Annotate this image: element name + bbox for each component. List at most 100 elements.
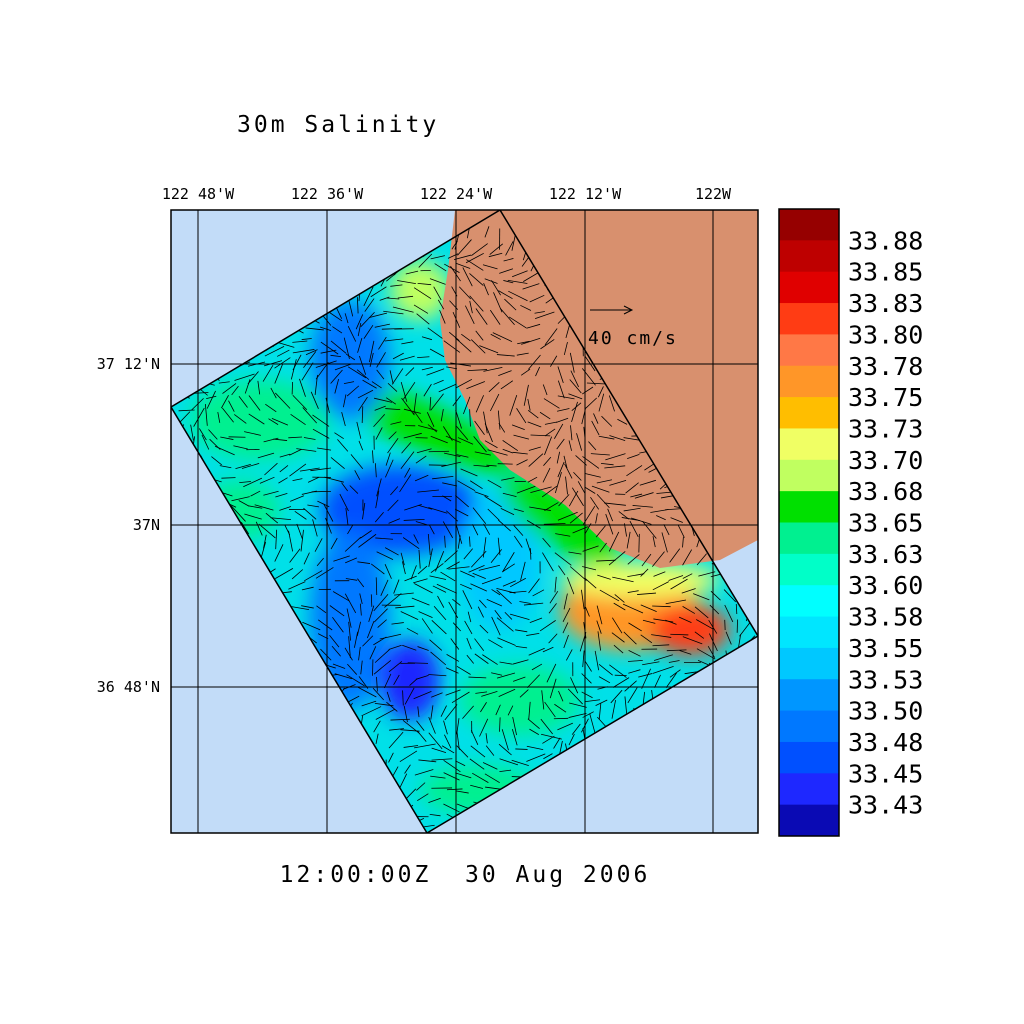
velocity-arrow <box>332 591 350 602</box>
velocity-arrow <box>490 333 501 340</box>
velocity-arrow <box>387 382 398 392</box>
velocity-arrow <box>397 280 416 285</box>
velocity-arrow <box>622 603 644 614</box>
velocity-arrow <box>557 366 564 384</box>
colorbar-band <box>779 209 839 241</box>
velocity-arrow <box>275 392 291 409</box>
velocity-arrow <box>429 397 432 411</box>
velocity-arrow <box>346 608 352 628</box>
velocity-arrow <box>401 561 406 575</box>
velocity-arrow <box>332 326 343 334</box>
velocity-arrow <box>585 699 601 703</box>
velocity-arrow <box>502 492 517 497</box>
velocity-arrow <box>345 557 358 564</box>
velocity-arrow <box>345 507 349 525</box>
velocity-arrow <box>544 436 553 456</box>
velocity-arrow <box>638 673 653 678</box>
velocity-arrow <box>289 463 307 477</box>
velocity-arrow <box>402 690 404 706</box>
colorbar-label: 33.78 <box>848 352 923 381</box>
velocity-arrow <box>479 345 499 354</box>
velocity-arrow <box>589 713 596 735</box>
colorbar-band <box>779 553 839 586</box>
velocity-arrow <box>693 593 710 601</box>
velocity-arrow <box>244 431 261 436</box>
velocity-arrow <box>681 588 696 594</box>
velocity-arrow <box>413 393 417 415</box>
velocity-arrow <box>498 743 512 756</box>
velocity-arrow <box>557 511 578 521</box>
velocity-arrow <box>605 513 614 535</box>
velocity-arrow <box>627 454 640 460</box>
velocity-arrow <box>433 379 444 385</box>
velocity-arrow <box>429 575 447 580</box>
velocity-arrow <box>428 450 450 453</box>
velocity-arrow <box>499 769 512 773</box>
colorbar-label: 33.85 <box>848 258 923 287</box>
velocity-arrow <box>511 424 525 430</box>
velocity-arrow <box>400 451 415 469</box>
velocity-arrow <box>455 495 469 508</box>
velocity-arrow <box>508 316 527 329</box>
velocity-arrow <box>463 548 473 560</box>
velocity-arrow <box>499 268 514 274</box>
velocity-arrow <box>366 621 375 639</box>
velocity-arrow <box>288 436 303 439</box>
velocity-arrow <box>479 599 487 609</box>
velocity-arrow <box>475 330 484 341</box>
velocity-arrow <box>698 571 716 577</box>
velocity-arrow <box>430 255 445 260</box>
velocity-arrow <box>394 592 414 596</box>
velocity-arrow <box>470 784 484 789</box>
velocity-arrow <box>234 414 247 424</box>
velocity-arrow <box>618 511 630 520</box>
velocity-arrow <box>544 502 559 511</box>
velocity-arrow <box>554 703 567 713</box>
velocity-arrow <box>406 627 419 635</box>
velocity-arrow <box>270 387 277 399</box>
colorbar-label: 33.75 <box>848 383 923 412</box>
velocity-arrow <box>491 616 501 636</box>
velocity-arrow <box>642 661 660 666</box>
velocity-arrow <box>502 552 515 572</box>
velocity-arrow <box>640 604 657 613</box>
velocity-arrow <box>456 426 469 441</box>
velocity-arrow <box>498 519 511 532</box>
velocity-arrow <box>501 563 515 573</box>
velocity-arrow <box>457 437 474 445</box>
velocity-arrow <box>279 465 289 473</box>
velocity-arrow <box>475 308 488 325</box>
velocity-arrow <box>257 380 261 395</box>
velocity-arrow <box>479 718 489 737</box>
velocity-arrow <box>527 421 542 428</box>
velocity-arrow <box>315 362 329 380</box>
velocity-arrow <box>528 701 531 720</box>
velocity-arrow <box>444 550 458 563</box>
velocity-arrow <box>488 382 500 393</box>
velocity-arrow <box>384 338 404 342</box>
velocity-arrow <box>585 487 596 494</box>
velocity-arrow <box>376 352 386 368</box>
velocity-arrow <box>417 489 439 493</box>
velocity-arrow <box>429 348 445 358</box>
velocity-arrow <box>499 661 513 665</box>
velocity-arrow <box>630 493 643 498</box>
velocity-arrow <box>374 397 393 403</box>
velocity-arrow <box>428 548 433 567</box>
velocity-arrow <box>623 631 637 645</box>
velocity-arrow <box>489 243 504 255</box>
velocity-arrow <box>637 592 657 595</box>
velocity-arrow <box>344 536 362 552</box>
velocity-arrow <box>414 769 434 776</box>
velocity-arrow <box>473 464 490 468</box>
velocity-arrow <box>475 691 488 694</box>
velocity-arrow <box>526 632 540 636</box>
velocity-arrow <box>248 505 263 509</box>
velocity-arrow <box>404 467 411 478</box>
velocity-arrow <box>495 704 501 716</box>
colorbar-label: 33.55 <box>848 634 923 663</box>
velocity-arrow <box>343 394 347 408</box>
velocity-arrow <box>682 549 693 566</box>
velocity-arrow <box>388 661 403 673</box>
velocity-arrow <box>678 616 692 624</box>
